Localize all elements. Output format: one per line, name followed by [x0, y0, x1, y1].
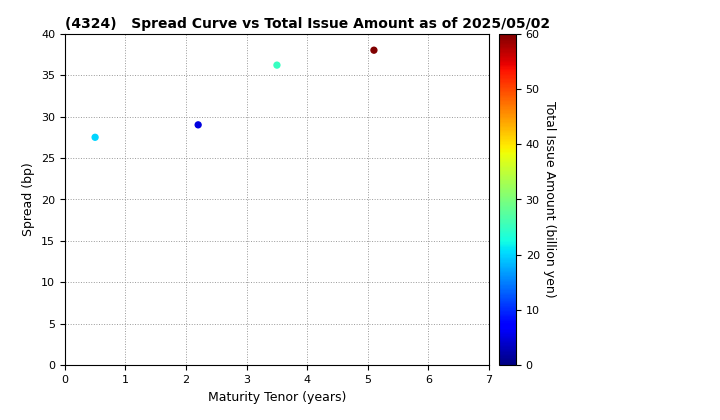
Point	[192, 121, 204, 128]
Text: (4324)   Spread Curve vs Total Issue Amount as of 2025/05/02: (4324) Spread Curve vs Total Issue Amoun…	[65, 17, 550, 31]
Y-axis label: Total Issue Amount (billion yen): Total Issue Amount (billion yen)	[544, 101, 557, 298]
Point	[368, 47, 379, 53]
Y-axis label: Spread (bp): Spread (bp)	[22, 163, 35, 236]
Point	[89, 134, 101, 141]
Point	[271, 62, 283, 68]
X-axis label: Maturity Tenor (years): Maturity Tenor (years)	[208, 391, 346, 404]
